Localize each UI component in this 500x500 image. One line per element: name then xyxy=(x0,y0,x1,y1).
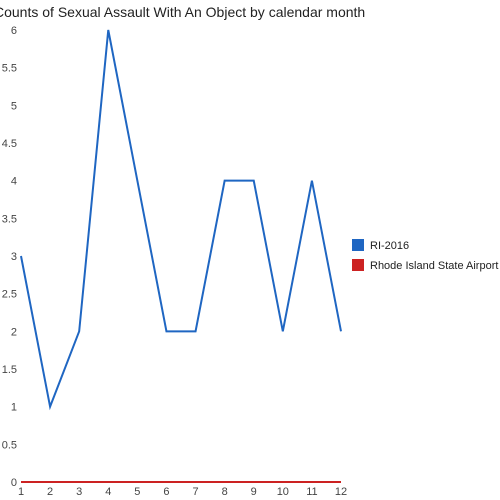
series-line-ri-2016 xyxy=(20,29,342,411)
y-tick-label: 4 xyxy=(11,176,17,188)
x-tick-label: 8 xyxy=(222,486,228,498)
y-tick-label: 0 xyxy=(11,477,17,489)
y-tick-label: 3 xyxy=(11,251,17,263)
x-tick-label: 6 xyxy=(163,486,169,498)
y-tick-label: 1.5 xyxy=(2,364,17,376)
chart-title: Counts of Sexual Assault With An Object … xyxy=(0,4,365,20)
y-tick-label: 2.5 xyxy=(2,289,17,301)
x-tick-label: 1 xyxy=(18,486,24,498)
y-tick-label: 3.5 xyxy=(2,213,17,225)
x-tick-label: 10 xyxy=(277,486,289,498)
x-tick-label: 2 xyxy=(47,486,53,498)
y-tick-label: 5 xyxy=(11,100,17,112)
x-tick-label: 12 xyxy=(335,486,347,498)
legend-swatch xyxy=(352,259,364,271)
legend-label: RI-2016 xyxy=(370,240,409,252)
y-tick-label: 4.5 xyxy=(2,138,17,150)
y-tick-label: 1 xyxy=(11,402,17,414)
x-tick-label: 4 xyxy=(105,486,111,498)
x-axis-ticks: 1 2 3 4 5 6 7 8 9 10 11 12 xyxy=(18,486,347,498)
legend-label: Rhode Island State Airport xyxy=(370,260,498,272)
x-tick-label: 7 xyxy=(192,486,198,498)
x-tick-label: 11 xyxy=(306,486,317,498)
y-tick-label: 6 xyxy=(11,25,17,37)
series-lines xyxy=(20,29,342,483)
y-tick-label: 0.5 xyxy=(2,439,17,451)
y-tick-label: 2 xyxy=(11,326,17,338)
x-tick-label: 9 xyxy=(251,486,257,498)
legend: RI-2016 Rhode Island State Airport xyxy=(352,239,498,272)
legend-swatch xyxy=(352,239,364,251)
x-tick-label: 3 xyxy=(76,486,82,498)
x-tick-label: 5 xyxy=(134,486,140,498)
y-axis-ticks: 0 0.5 1 1.5 2 2.5 3 3.5 4 4.5 5 5.5 6 xyxy=(2,25,17,489)
y-tick-label: 5.5 xyxy=(2,63,17,75)
